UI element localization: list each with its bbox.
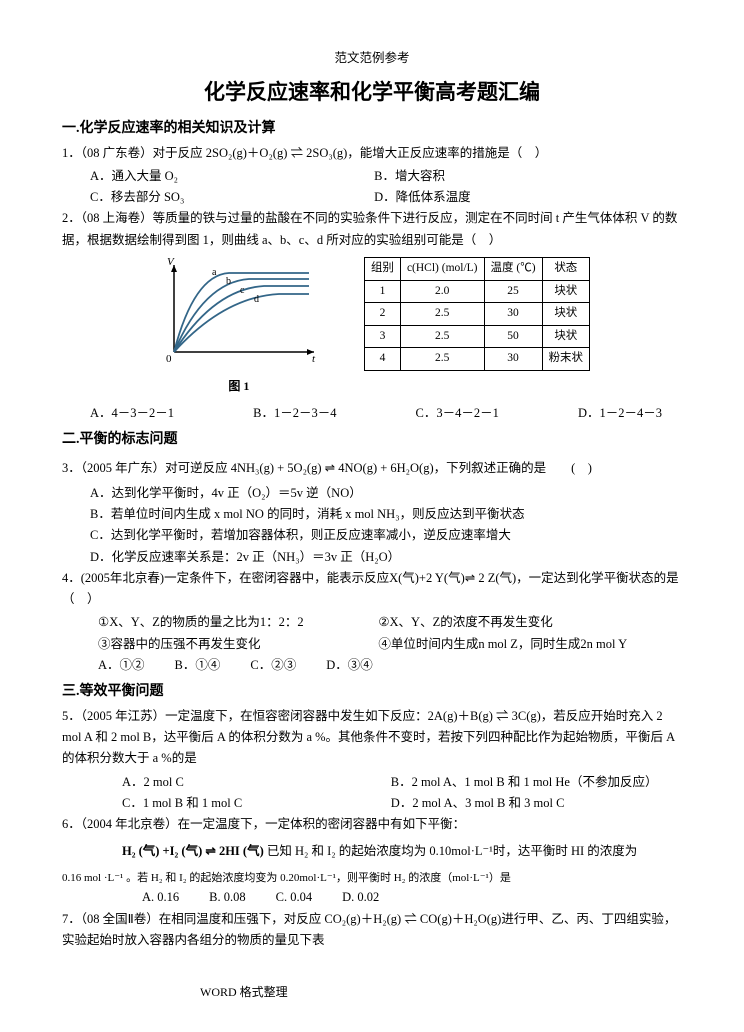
svg-text:c: c: [240, 285, 245, 296]
q3-opt-d: D．化学反应速率关系是：2v 正（NH₃）＝3v 正（H₂O）: [62, 547, 682, 568]
q3-opt-b: B．若单位时间内生成 x mol NO 的同时，消耗 x mol NH₃，则反应…: [62, 504, 682, 525]
q3-opt-c: C．达到化学平衡时，若增加容器体积，则正反应速率减小，逆反应速率增大: [62, 525, 682, 546]
q5-opt-a: A．2 mol C: [122, 772, 391, 793]
question-2: 2．（08 上海卷）等质量的铁与过量的盐酸在不同的实验条件下进行反应，测定在不同…: [62, 208, 682, 251]
q6-cont2: 0.16 mol ·L⁻¹ 。若 H₂ 和 I₂ 的起始浓度均变为 0.20mo…: [62, 869, 682, 888]
q4-cond-2: ②X、Y、Z的浓度不再发生变化: [378, 612, 658, 633]
svg-text:b: b: [226, 276, 231, 287]
question-4: 4．(2005年北京春)一定条件下，在密闭容器中，能表示反应X(气)+2 Y(气…: [62, 568, 682, 611]
q1-opt-b: B．增大容积: [374, 166, 658, 187]
q5-opt-d: D．2 mol A、3 mol B 和 3 mol C: [391, 793, 660, 814]
q5-opt-b: B．2 mol A、1 mol B 和 1 mol He（不参加反应）: [391, 772, 660, 793]
page-header: 范文范例参考: [62, 48, 682, 69]
q1-opt-c: C．移去部分 SO₃: [90, 187, 374, 208]
q6-opt-d: D. 0.02: [342, 887, 379, 908]
q6-opt-a: A. 0.16: [142, 887, 179, 908]
main-title: 化学反应速率和化学平衡高考题汇编: [62, 75, 682, 111]
question-5: 5．（2005 年江苏）一定温度下，在恒容密闭容器中发生如下反应：2A(g)＋B…: [62, 706, 682, 770]
q6-equation: H₂ (气) +I₂ (气) ⇌ 2HI (气): [122, 844, 264, 858]
q4-cond-4: ④单位时间内生成n mol Z，同时生成2n mol Y: [378, 634, 658, 655]
q1-opt-a: A．通入大量 O₂: [90, 166, 374, 187]
data-table: 组别c(HCl) (mol/L)温度 (℃)状态 12.025块状 22.530…: [364, 257, 590, 371]
svg-text:a: a: [212, 267, 217, 278]
q2-opt-a: A．4－3－2－1: [90, 403, 174, 424]
graph-figure: V t 0 a b c d 图 1: [154, 257, 324, 397]
q6-cont1: 已知 H₂ 和 I₂ 的起始浓度均为 0.10mol·L⁻¹时，达平衡时 HI …: [267, 844, 637, 858]
q6-opt-b: B. 0.08: [209, 887, 245, 908]
graph-caption: 图 1: [154, 376, 324, 396]
q4-opt-a: A．①②: [98, 655, 145, 676]
q2-opt-b: B．1－2－3－4: [253, 403, 336, 424]
q4-opt-d: D．③④: [326, 655, 373, 676]
q2-opt-d: D．1－2－4－3: [578, 403, 662, 424]
svg-text:t: t: [312, 353, 316, 365]
question-7: 7．（08 全国Ⅱ卷）在相同温度和压强下，对反应 CO₂(g)＋H₂(g) ⇌ …: [62, 909, 682, 952]
q5-opt-c: C．1 mol B 和 1 mol C: [122, 793, 391, 814]
q4-cond-3: ③容器中的压强不再发生变化: [98, 634, 378, 655]
q4-opt-b: B．①④: [175, 655, 221, 676]
question-3: 3．（2005 年广东）对可逆反应 4NH₃(g) + 5O₂(g) ⇌ 4NO…: [62, 458, 682, 479]
svg-text:d: d: [254, 294, 259, 305]
section-2-heading: 二.平衡的标志问题: [62, 428, 682, 452]
svg-text:0: 0: [166, 353, 172, 365]
q4-cond-1: ①X、Y、Z的物质的量之比为1：2：2: [98, 612, 378, 633]
q6-opt-c: C. 0.04: [276, 887, 312, 908]
section-3-heading: 三.等效平衡问题: [62, 680, 682, 704]
q3-opt-a: A．达到化学平衡时，4v 正（O₂）＝5v 逆（NO）: [62, 483, 682, 504]
q2-opt-c: C．3－4－2－1: [416, 403, 499, 424]
q1-opt-d: D．降低体系温度: [374, 187, 658, 208]
q4-opt-c: C．②③: [250, 655, 296, 676]
page-footer: WORD 格式整理: [200, 982, 288, 1002]
question-1: 1．（08 广东卷）对于反应 2SO₂(g)＋O₂(g) ⇌ 2SO₃(g)，能…: [62, 143, 682, 164]
section-1-heading: 一.化学反应速率的相关知识及计算: [62, 117, 682, 141]
question-6: 6．（2004 年北京卷）在一定温度下，一定体积的密闭容器中有如下平衡：: [62, 814, 682, 835]
